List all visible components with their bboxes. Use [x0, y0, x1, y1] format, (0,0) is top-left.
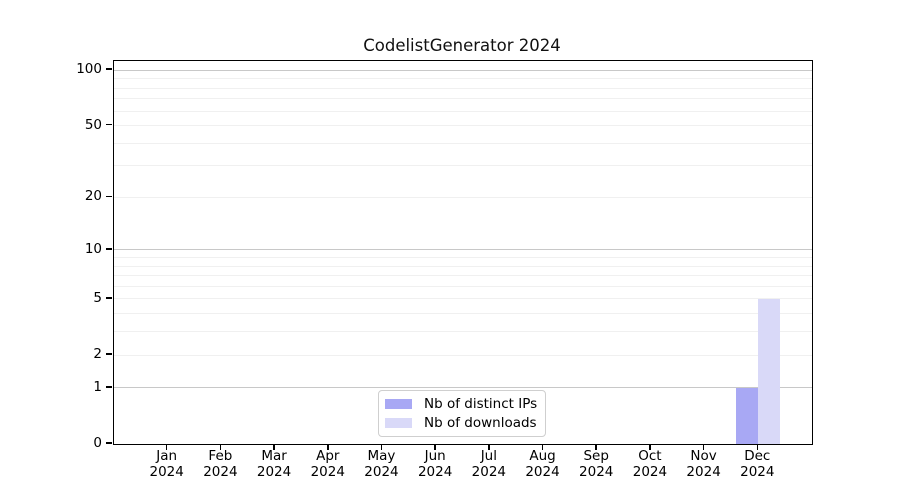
x-tick-year: 2024: [310, 464, 345, 480]
gridline-major: [114, 387, 812, 389]
x-tick-month: Mar: [261, 448, 287, 464]
x-tick-month: Nov: [690, 448, 717, 464]
x-tick-mark: [649, 444, 651, 450]
y-axis-tick-label: 0: [93, 435, 102, 451]
legend-swatch-downloads: [385, 418, 412, 428]
gridline-minor: [114, 354, 812, 356]
gridline-minor: [114, 78, 812, 80]
x-tick-year: 2024: [740, 464, 775, 480]
gridline-minor: [114, 265, 812, 267]
y-tick-mark: [106, 248, 112, 250]
gridline-minor: [114, 87, 812, 89]
legend-label-downloads: Nb of downloads: [424, 415, 537, 431]
gridline-minor: [114, 313, 812, 315]
gridline-minor: [114, 98, 812, 100]
gridline-minor: [114, 331, 812, 333]
x-tick-year: 2024: [256, 464, 292, 480]
x-tick-mark: [273, 444, 275, 450]
y-axis-tick-label: 1: [93, 378, 102, 395]
legend: Nb of distinct IPs Nb of downloads: [378, 390, 546, 437]
x-tick-year: 2024: [364, 464, 399, 480]
x-axis-tick-label: Apr 2024: [300, 448, 356, 480]
y-axis-tick-label: 50: [84, 116, 102, 133]
bar-distinct-ips: [736, 387, 759, 444]
gridline-minor: [114, 110, 812, 112]
x-tick-month: Sep: [583, 448, 609, 464]
x-tick-month: Jul: [480, 448, 497, 464]
gridline-minor: [114, 125, 812, 127]
chart-title: CodelistGenerator 2024: [363, 36, 561, 55]
y-axis-tick-label: 5: [93, 289, 102, 306]
gridline-minor: [114, 285, 812, 287]
gridline-minor: [114, 275, 812, 277]
x-axis-tick-label: Aug 2024: [515, 448, 571, 480]
x-tick-month: Aug: [529, 448, 556, 464]
legend-label-distinct-ips: Nb of distinct IPs: [424, 396, 538, 412]
x-tick-mark: [165, 444, 168, 450]
y-tick-mark: [106, 353, 112, 355]
gridline-minor: [114, 196, 812, 198]
x-axis-tick-label: Mar 2024: [246, 448, 302, 480]
y-tick-mark: [106, 297, 112, 299]
y-tick-mark: [106, 68, 112, 70]
x-tick-mark: [380, 444, 383, 450]
legend-item-downloads: Nb of downloads: [385, 414, 537, 432]
gridline-minor: [114, 142, 812, 144]
gridline-minor: [114, 298, 812, 300]
x-tick-mark: [488, 444, 490, 450]
x-tick-mark: [541, 444, 544, 450]
x-tick-year: 2024: [579, 464, 614, 480]
y-axis-tick-label: 100: [76, 61, 102, 78]
x-tick-year: 2024: [149, 464, 184, 480]
x-axis-tick-label: Jun 2024: [407, 448, 463, 480]
x-axis-tick-label: Oct 2024: [622, 448, 678, 480]
x-axis-tick-label: Jan 2024: [139, 448, 195, 480]
x-tick-mark: [756, 444, 759, 450]
x-tick-year: 2024: [417, 464, 453, 480]
x-tick-mark: [702, 444, 705, 450]
y-tick-mark: [106, 386, 112, 388]
x-tick-month: Apr: [316, 448, 340, 464]
gridline-major: [114, 249, 812, 251]
y-tick-mark: [106, 442, 112, 444]
x-axis-tick-label: Jul 2024: [461, 448, 517, 480]
bar-downloads: [758, 298, 781, 444]
x-axis-tick-label: May 2024: [353, 448, 409, 480]
y-axis-tick-label: 10: [84, 240, 102, 257]
x-tick-year: 2024: [203, 464, 238, 480]
y-tick-mark: [106, 123, 112, 126]
x-tick-year: 2024: [632, 464, 668, 480]
gridline-major: [114, 69, 812, 71]
x-tick-month: Feb: [208, 448, 233, 464]
x-tick-mark: [219, 444, 222, 450]
x-tick-month: Oct: [638, 448, 662, 464]
x-tick-month: Dec: [744, 448, 771, 464]
y-tick-mark: [106, 195, 112, 198]
x-tick-month: Jan: [156, 448, 178, 464]
plot-area: [113, 60, 813, 445]
x-tick-mark: [595, 444, 597, 450]
gridline-minor: [114, 256, 812, 258]
y-axis-tick-label: 20: [84, 188, 102, 205]
x-tick-month: May: [367, 448, 396, 464]
x-tick-year: 2024: [525, 464, 560, 480]
x-axis-tick-label: Dec 2024: [729, 448, 785, 480]
legend-swatch-distinct-ips: [385, 399, 412, 409]
y-axis-tick-label: 2: [93, 346, 102, 362]
x-tick-mark: [327, 444, 329, 450]
x-axis-tick-label: Nov 2024: [676, 448, 732, 480]
gridline-minor: [114, 165, 812, 167]
x-axis-tick-label: Feb 2024: [192, 448, 248, 480]
legend-item-distinct-ips: Nb of distinct IPs: [385, 395, 537, 413]
x-axis-tick-label: Sep 2024: [568, 448, 624, 480]
x-tick-mark: [434, 444, 436, 450]
x-tick-year: 2024: [686, 464, 721, 480]
x-tick-month: Jun: [424, 448, 446, 464]
x-tick-year: 2024: [471, 464, 507, 480]
